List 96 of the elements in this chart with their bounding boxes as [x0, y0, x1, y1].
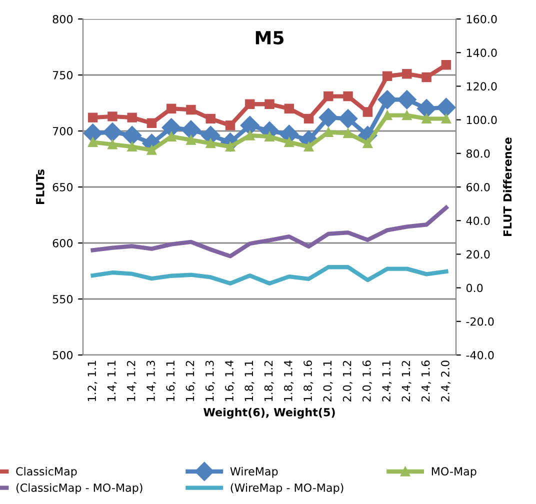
x-tick-label: 1.6, 1.1: [166, 360, 176, 402]
point: [206, 114, 216, 124]
x-tick-label: 1.8, 1.2: [264, 360, 274, 402]
x-tick-label: 2.4, 1.6: [421, 360, 431, 402]
point: [436, 98, 456, 118]
point: [397, 90, 416, 110]
point: [146, 118, 157, 128]
y-tick-label: 650: [52, 182, 73, 192]
legend-label: WireMap: [230, 466, 278, 478]
legend-label: (WireMap - MO-Map): [230, 483, 344, 494]
y-axis-title: FLUTs: [36, 170, 44, 204]
point: [146, 145, 157, 155]
point: [378, 90, 397, 110]
text: M5: [256, 31, 284, 45]
x-tick-label: 2.0, 1.6: [362, 360, 372, 402]
point: [88, 137, 98, 148]
legend-label: (ClassicMap - MO-Map): [16, 483, 142, 494]
legend-label: MO-Map: [432, 467, 476, 478]
point: [264, 99, 274, 109]
point: [166, 104, 176, 114]
y-tick-label: 500: [52, 350, 73, 360]
x-tick-label: 1.8, 1.6: [304, 360, 314, 402]
legend-label: ClassicMap: [16, 466, 77, 478]
x-tick-label: 2.4, 1.1: [382, 360, 392, 402]
point: [240, 116, 260, 135]
point: [162, 118, 181, 138]
point: [186, 135, 196, 145]
y2-tick-label: 80.0: [466, 149, 490, 158]
point: [338, 109, 358, 128]
y2-tick-label: 100.0: [466, 116, 497, 124]
y2-tick-label: 120.0: [466, 82, 497, 91]
point: [304, 114, 314, 124]
point: [422, 72, 432, 82]
y2-tick-label: 20.0: [466, 250, 490, 259]
point: [362, 107, 373, 117]
x-axis-title: Weight(6), Weight(5): [204, 408, 335, 419]
y2-tick-label: 160.0: [466, 14, 497, 24]
x-tick-label: 1.4, 1.3: [146, 360, 156, 402]
x-tick-label: 1.6, 1.4: [225, 360, 235, 402]
x-tick-label: 1.6, 1.2: [186, 360, 196, 402]
point: [382, 110, 392, 120]
point: [127, 112, 137, 122]
x-tick-label: 1.8, 1.1: [244, 360, 254, 402]
point: [441, 114, 452, 124]
point: [83, 124, 102, 143]
point: [402, 69, 412, 79]
point: [88, 112, 98, 122]
point: [382, 71, 392, 81]
y2-tick-label: 0.0: [466, 284, 483, 292]
y-tick-label: 800: [52, 14, 73, 24]
point: [417, 99, 436, 118]
line-series: [90, 206, 448, 258]
point: [284, 104, 294, 114]
point: [422, 114, 432, 124]
point: [362, 138, 373, 148]
y-tick-label: 750: [52, 70, 73, 80]
point: [108, 112, 118, 122]
x-tick-label: 2.0, 1.1: [323, 360, 333, 402]
point: [245, 99, 255, 109]
y-tick-label: 700: [52, 126, 73, 136]
point: [324, 91, 334, 102]
y-tick-label: 550: [52, 294, 73, 304]
point: [324, 127, 334, 137]
x-tick-label: 2.4, 2.0: [441, 360, 451, 402]
point: [284, 137, 294, 148]
point: [181, 120, 201, 140]
point: [343, 91, 353, 102]
y2-tick-label: -40.0: [466, 350, 494, 360]
point: [245, 130, 255, 140]
y2-tick-label: 140.0: [466, 48, 497, 57]
x-tick-label: 1.4, 1.2: [126, 360, 136, 402]
x-tick-label: 2.0, 1.2: [342, 360, 352, 402]
point: [402, 110, 412, 120]
point: [343, 128, 353, 138]
point: [441, 60, 452, 70]
point: [264, 132, 274, 142]
x-tick-label: 1.8, 1.4: [284, 360, 294, 402]
point: [304, 142, 314, 152]
y2-tick-label: 60.0: [466, 182, 490, 192]
point: [225, 120, 236, 130]
x-tick-label: 1.2, 1.1: [88, 360, 98, 402]
point: [318, 108, 338, 128]
y2-tick-label: 40.0: [466, 216, 490, 225]
point: [127, 142, 137, 152]
point: [102, 122, 122, 142]
point: [186, 104, 196, 115]
y2-tick-label: -20.0: [466, 317, 494, 326]
point: [122, 126, 142, 146]
point: [108, 140, 118, 150]
point: [206, 138, 216, 148]
x-tick-label: 2.4, 1.2: [402, 360, 412, 402]
line-series: [90, 265, 448, 286]
x-tick-label: 1.6, 1.3: [205, 360, 215, 402]
x-tick-label: 1.4, 1.1: [107, 360, 117, 402]
y2-axis-title: FLUT Difference: [503, 138, 512, 236]
y-tick-label: 600: [52, 238, 73, 248]
